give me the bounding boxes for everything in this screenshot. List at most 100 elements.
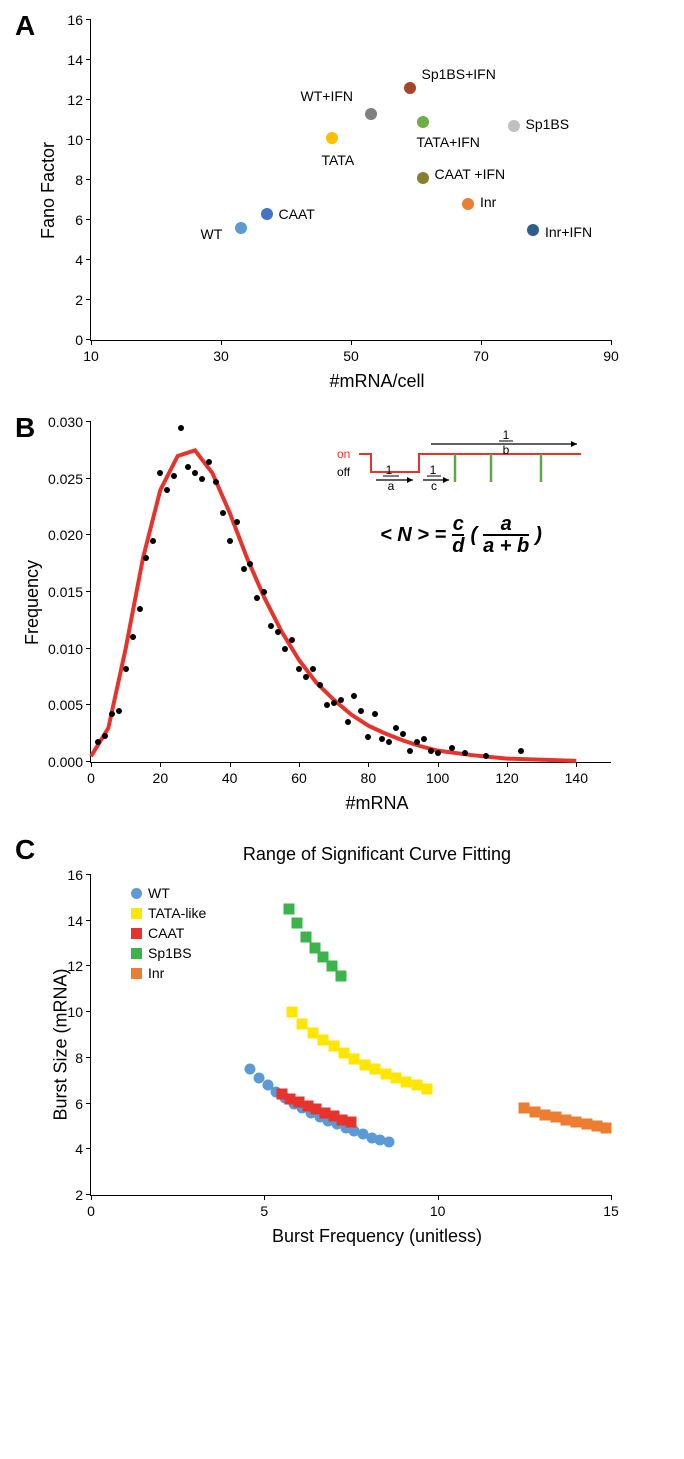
scatter-point <box>508 120 520 132</box>
svg-text:on: on <box>337 447 350 461</box>
scatter-point <box>326 132 338 144</box>
histogram-point <box>199 476 205 482</box>
series-point <box>540 1110 551 1121</box>
y-tick-label: 0.010 <box>48 641 91 657</box>
y-tick-label: 0.020 <box>48 527 91 543</box>
x-tick-label: 0 <box>87 1195 95 1219</box>
figure: A Fano Factor 02468101214161030507090WTC… <box>20 20 664 1247</box>
histogram-point <box>310 666 316 672</box>
histogram-point <box>462 750 468 756</box>
histogram-point <box>234 519 240 525</box>
y-tick-label: 2 <box>75 292 91 308</box>
legend-item: WT <box>131 885 206 901</box>
scatter-point <box>261 208 273 220</box>
panel-c: C Range of Significant Curve Fitting Bur… <box>20 844 664 1247</box>
series-point <box>581 1119 592 1130</box>
y-tick-label: 0.005 <box>48 697 91 713</box>
svg-text:a: a <box>388 479 395 493</box>
histogram-point <box>116 708 122 714</box>
panel-b-xlabel: #mRNA <box>90 793 664 814</box>
svg-text:1: 1 <box>430 463 437 477</box>
histogram-point <box>365 734 371 740</box>
x-tick-label: 40 <box>222 762 238 786</box>
legend-label: Inr <box>148 965 164 981</box>
histogram-point <box>185 464 191 470</box>
series-point <box>550 1112 561 1123</box>
series-point <box>401 1076 412 1087</box>
scatter-point-label: TATA+IFN <box>417 134 480 150</box>
histogram-point <box>407 748 413 754</box>
y-tick-label: 4 <box>75 252 91 268</box>
histogram-point <box>130 634 136 640</box>
series-point <box>391 1073 402 1084</box>
legend-item: CAAT <box>131 925 206 941</box>
histogram-point <box>95 739 101 745</box>
series-point <box>411 1080 422 1091</box>
histogram-point <box>137 606 143 612</box>
series-point <box>349 1054 360 1065</box>
histogram-point <box>414 739 420 745</box>
scatter-point <box>417 172 429 184</box>
x-tick-label: 70 <box>473 340 489 364</box>
histogram-point <box>213 479 219 485</box>
histogram-point <box>345 719 351 725</box>
scatter-point-label: Inr <box>480 194 496 210</box>
scatter-point-label: Sp1BS+IFN <box>422 66 496 82</box>
scatter-point-label: CAAT <box>279 206 315 222</box>
histogram-point <box>164 487 170 493</box>
histogram-point <box>150 538 156 544</box>
scatter-point <box>404 82 416 94</box>
series-point <box>283 904 294 915</box>
y-tick-label: 0.030 <box>48 414 91 430</box>
scatter-point-label: WT <box>201 226 223 242</box>
histogram-point <box>123 666 129 672</box>
legend-marker-icon <box>131 888 142 899</box>
svg-text:off: off <box>337 465 351 479</box>
formula-lhs: < N > = <box>380 524 446 547</box>
series-point <box>328 1041 339 1052</box>
panel-a-ylabel: Fano Factor <box>38 142 59 239</box>
histogram-point <box>428 748 434 754</box>
histogram-point <box>317 682 323 688</box>
series-point <box>300 931 311 942</box>
histogram-point <box>275 629 281 635</box>
x-tick-label: 100 <box>426 762 449 786</box>
histogram-point <box>254 595 260 601</box>
histogram-point <box>206 459 212 465</box>
series-point <box>287 1007 298 1018</box>
legend: WT TATA-like CAAT Sp1BS Inr <box>131 885 206 985</box>
histogram-point <box>449 745 455 751</box>
x-tick-label: 90 <box>603 340 619 364</box>
y-tick-label: 10 <box>67 132 91 148</box>
histogram-point <box>241 566 247 572</box>
histogram-point <box>393 725 399 731</box>
scatter-point <box>235 222 247 234</box>
x-tick-label: 20 <box>153 762 169 786</box>
series-point <box>560 1114 571 1125</box>
histogram-point <box>338 697 344 703</box>
x-tick-label: 10 <box>83 340 99 364</box>
svg-text:1: 1 <box>386 463 393 477</box>
panel-c-label: C <box>15 834 35 866</box>
histogram-point <box>289 637 295 643</box>
legend-item: Sp1BS <box>131 945 206 961</box>
histogram-point <box>102 733 108 739</box>
y-tick-label: 4 <box>75 1141 91 1157</box>
legend-marker-icon <box>131 968 142 979</box>
formula-frac2-top: a <box>501 514 512 534</box>
y-tick-label: 6 <box>75 212 91 228</box>
series-point <box>384 1137 395 1148</box>
histogram-point <box>379 736 385 742</box>
legend-label: CAAT <box>148 925 184 941</box>
legend-item: TATA-like <box>131 905 206 921</box>
x-tick-label: 5 <box>260 1195 268 1219</box>
legend-item: Inr <box>131 965 206 981</box>
histogram-point <box>143 555 149 561</box>
histogram-point <box>421 736 427 742</box>
x-tick-label: 15 <box>603 1195 619 1219</box>
y-tick-label: 0.025 <box>48 471 91 487</box>
series-point <box>370 1064 381 1075</box>
series-point <box>297 1018 308 1029</box>
histogram-point <box>178 425 184 431</box>
histogram-point <box>324 702 330 708</box>
